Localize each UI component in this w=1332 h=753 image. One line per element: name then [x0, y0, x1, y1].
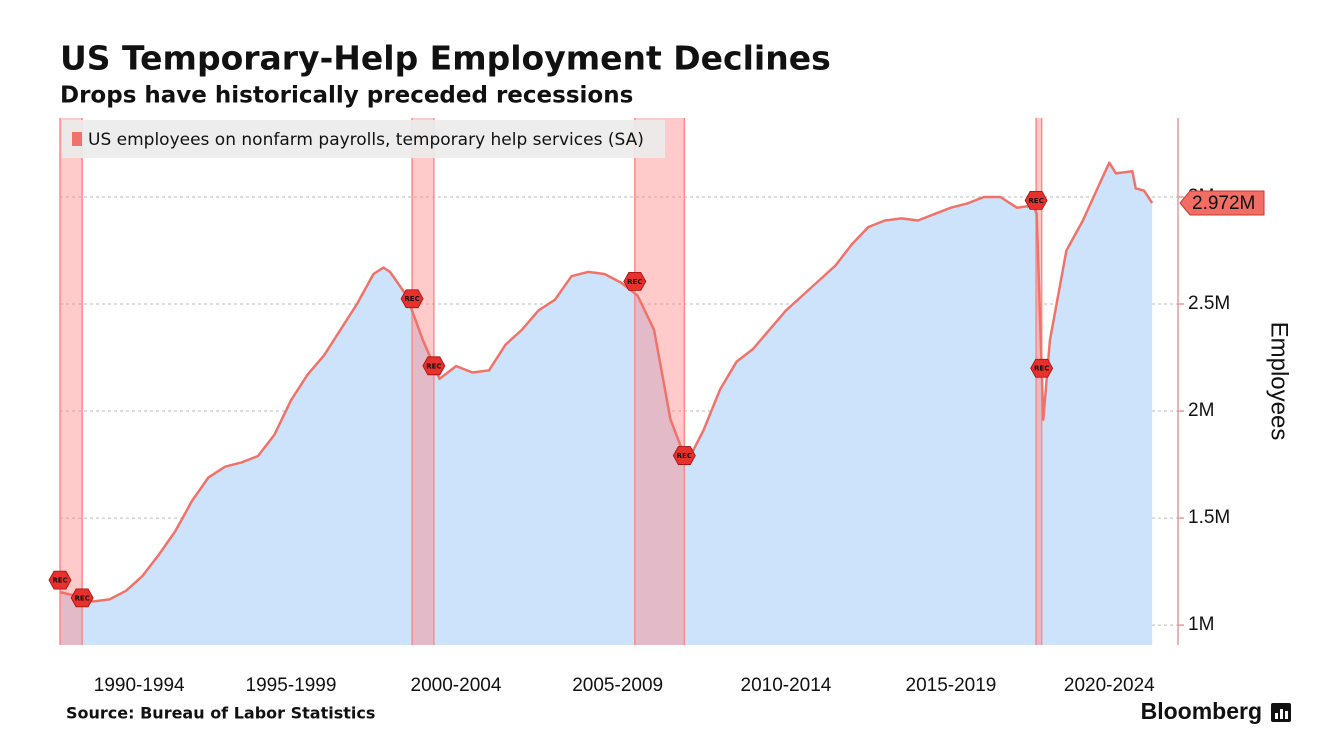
y-tick-label: 2M — [1188, 400, 1214, 421]
recession-marker-label: REC — [677, 452, 692, 460]
x-tick-label: 2000-2004 — [411, 675, 502, 696]
x-tick-label: 2005-2009 — [572, 675, 663, 696]
plot-area — [59, 118, 1178, 645]
y-tick-label: 2.5M — [1188, 293, 1230, 314]
recession-marker-label: REC — [74, 594, 89, 602]
recession-marker-label: REC — [627, 278, 642, 286]
y-tick-label: 1M — [1188, 614, 1214, 635]
brand-icon — [1271, 703, 1291, 722]
recession-band — [1036, 118, 1042, 645]
recession-marker-label: REC — [404, 295, 419, 303]
x-tick-label: 2015-2019 — [906, 675, 997, 696]
recession-marker-label: REC — [1028, 197, 1043, 205]
recession-marker-label: REC — [1034, 365, 1049, 373]
x-tick-label: 1995-1999 — [246, 675, 337, 696]
x-tick-label: 1990-1994 — [94, 675, 185, 696]
brand: Bloomberg — [1141, 698, 1262, 724]
y-axis-label: Employees — [1266, 322, 1293, 441]
recession-band — [60, 118, 83, 645]
recession-marker-shape — [1030, 358, 1054, 378]
recession-marker: REC — [70, 588, 94, 608]
recession-marker: REC — [422, 356, 446, 376]
recession-band — [634, 118, 685, 645]
x-tick-label: 2020-2024 — [1064, 675, 1155, 696]
recession-marker: REC — [1030, 358, 1054, 378]
value-label: 2.972M — [1192, 193, 1255, 214]
recession-marker-shape — [422, 356, 446, 376]
x-tick-label: 2010-2014 — [741, 675, 832, 696]
recession-marker: REC — [1024, 190, 1048, 210]
area — [60, 162, 1153, 645]
recession-marker-shape — [623, 271, 647, 291]
legend-label: US employees on nonfarm payrolls, tempor… — [88, 130, 644, 150]
source: Source: Bureau of Labor Statistics — [66, 704, 375, 723]
recession-marker-label: REC — [52, 577, 67, 585]
recession-band — [412, 118, 434, 645]
recession-marker: REC — [672, 446, 696, 465]
y-tick-label: 1.5M — [1188, 507, 1230, 528]
legend-box — [62, 120, 665, 158]
recession-marker-shape — [400, 289, 424, 309]
recession-marker-shape — [48, 570, 72, 590]
chart-title: US Temporary-Help Employment Declines — [60, 39, 831, 78]
recession-marker-shape — [70, 588, 94, 608]
recession-marker: REC — [400, 289, 424, 309]
recession-marker-shape — [1024, 190, 1048, 210]
value-tag — [1179, 190, 1265, 216]
legend-swatch — [72, 132, 82, 146]
recession-marker: REC — [623, 271, 647, 291]
recession-marker: REC — [48, 570, 72, 590]
recession-marker-label: REC — [426, 362, 441, 370]
chart-subtitle: Drops have historically preceded recessi… — [60, 83, 633, 109]
recession-marker-shape — [672, 446, 696, 465]
